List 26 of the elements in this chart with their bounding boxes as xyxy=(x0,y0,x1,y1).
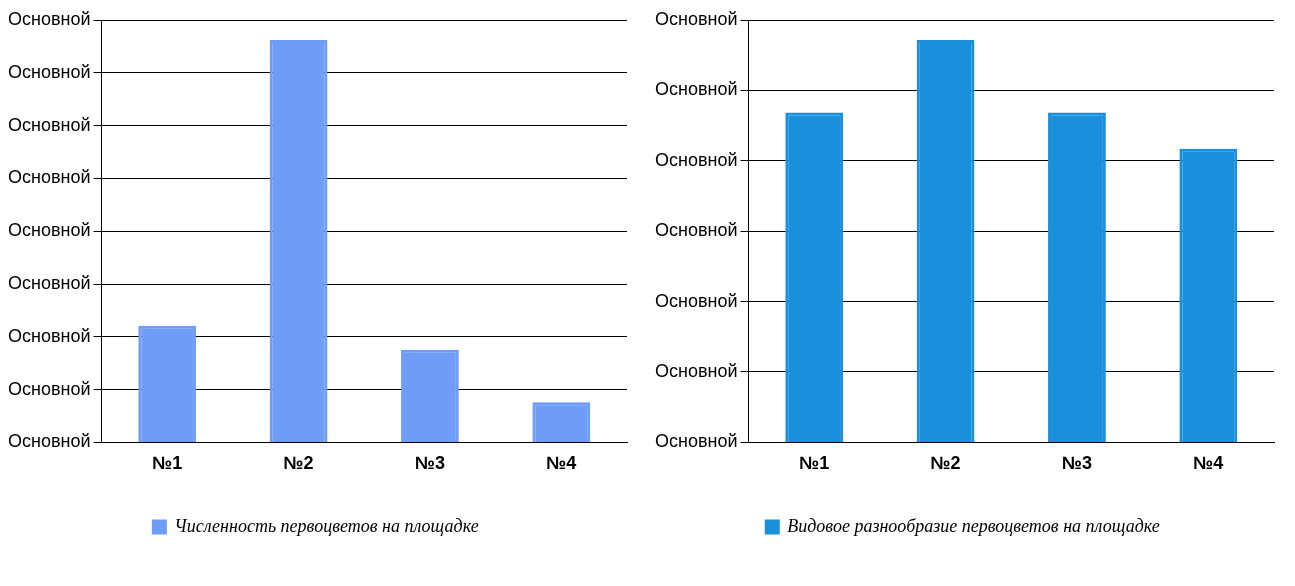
x-tick-label: №3 xyxy=(1061,453,1092,474)
text: Основной xyxy=(654,290,738,311)
text: Основной xyxy=(7,167,91,188)
x-tick-label: №2 xyxy=(930,453,961,474)
text: Основной xyxy=(654,149,738,170)
text: Основной xyxy=(654,220,738,241)
text: Основной xyxy=(654,360,738,381)
text: Основной xyxy=(654,8,738,29)
legend-label: Численность первоцветов на площадке xyxy=(174,515,479,536)
text: Основной xyxy=(7,114,91,135)
x-tick-label: №1 xyxy=(152,453,183,474)
x-tick-label: №1 xyxy=(799,453,830,474)
x-tick-label: №4 xyxy=(1193,453,1224,474)
text: Основной xyxy=(654,431,738,452)
text: Основной xyxy=(7,431,91,452)
text: Основной xyxy=(7,325,91,346)
legend-label: Видовое разнообразие первоцветов на площадке xyxy=(787,515,1160,536)
x-tick-label: №3 xyxy=(414,453,445,474)
text: Основной xyxy=(7,378,91,399)
text: Основной xyxy=(7,220,91,241)
x-tick-label: №2 xyxy=(283,453,314,474)
text: Основной xyxy=(7,61,91,82)
text: Основной xyxy=(654,79,738,100)
x-tick-label: №4 xyxy=(546,453,577,474)
text: Основной xyxy=(7,272,91,293)
text: Основной xyxy=(7,8,91,29)
